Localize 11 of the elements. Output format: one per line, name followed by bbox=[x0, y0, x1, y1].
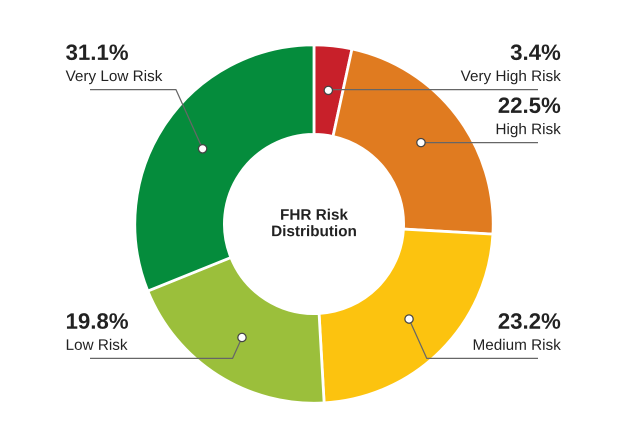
slice-label: Very High Risk bbox=[460, 70, 561, 84]
slice-label: High Risk bbox=[496, 123, 561, 138]
slice-label: Very Low Risk bbox=[66, 70, 162, 84]
data-label: 22.5% bbox=[498, 97, 560, 114]
data-label: 3.4% bbox=[510, 44, 560, 60]
data-label: 31.1% bbox=[66, 44, 128, 60]
data-label: 23.2% bbox=[498, 313, 560, 329]
slice-label: Medium Risk bbox=[474, 338, 561, 350]
slice-label: Low Risk bbox=[66, 338, 128, 350]
data-label: 19.8% bbox=[66, 313, 128, 329]
text: FHR Risk Distribution bbox=[272, 208, 356, 236]
